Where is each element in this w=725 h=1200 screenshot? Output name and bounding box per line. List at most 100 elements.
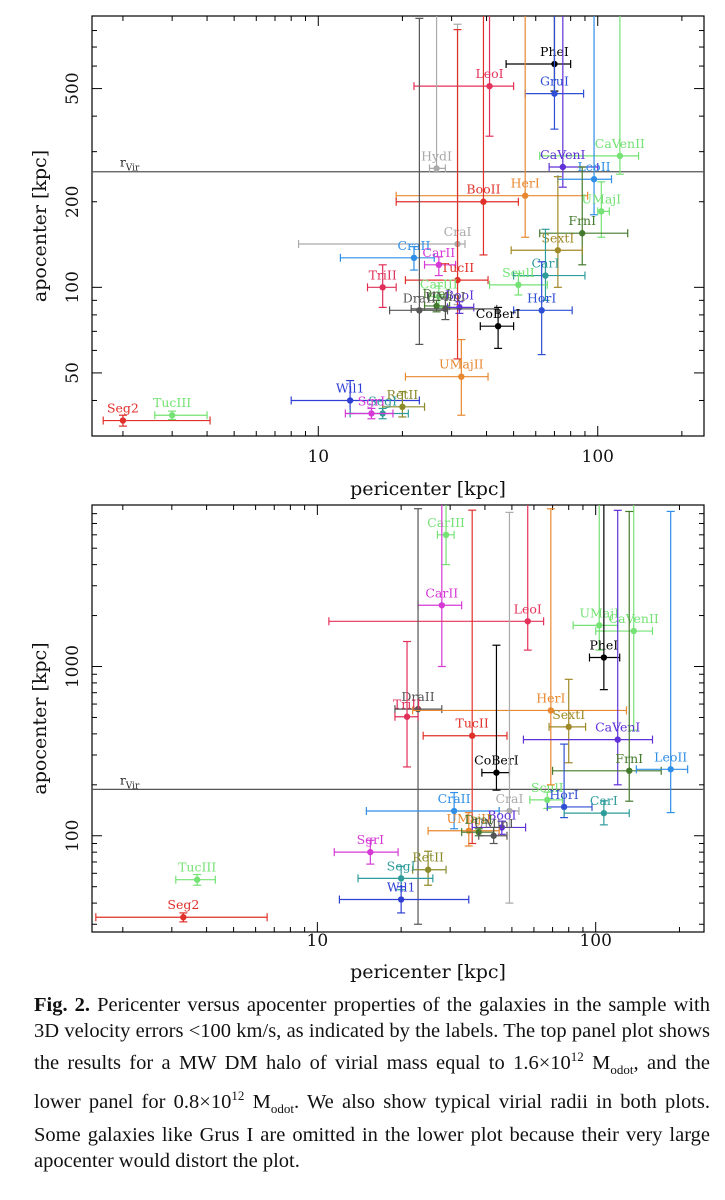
- galaxy-point-cari: CarI: [563, 793, 630, 826]
- data-point: [454, 276, 461, 284]
- x-tick-label: 100: [582, 447, 614, 467]
- point-label: LeoI: [475, 66, 503, 81]
- galaxy-point-heri: HerI: [412, 508, 628, 786]
- data-point: [399, 403, 406, 411]
- data-point: [579, 230, 586, 237]
- data-point: [433, 302, 440, 310]
- data-point: [397, 875, 405, 882]
- point-label: CaVenI: [595, 720, 640, 735]
- galaxy-point-sculi: SculI: [529, 780, 564, 810]
- x-axis-title: pericenter [kpc]: [350, 961, 506, 983]
- galaxy-point-umajii: UMajII: [427, 811, 500, 847]
- galaxy-point-caveni: CaVenI: [540, 16, 599, 188]
- galaxy-point-leoi: LeoI: [328, 505, 545, 651]
- virial-radius-label: rVir: [120, 156, 140, 174]
- data-point: [368, 410, 375, 417]
- point-label: UMajI: [582, 191, 622, 206]
- galaxy-point-triii: TriII: [393, 640, 421, 768]
- data-point: [596, 622, 603, 629]
- y-tick-label: 200: [63, 186, 83, 218]
- data-point: [180, 914, 187, 921]
- point-label: FrnI: [615, 751, 643, 766]
- caption-text: Pericenter versus apocenter properties o…: [34, 994, 710, 1172]
- plot-frame: [91, 15, 705, 437]
- galaxy-point-sgri: SgrI: [333, 832, 399, 865]
- point-label: SextI: [552, 707, 585, 722]
- point-label: CarIII: [420, 276, 458, 291]
- galaxy-point-sculi: SculI: [488, 265, 548, 296]
- galaxy-point-cari: CarI: [513, 228, 586, 301]
- point-label: CoBerI: [474, 753, 519, 768]
- point-label: DraI: [422, 286, 450, 301]
- data-point: [346, 397, 354, 404]
- galaxy-point-umini: UMinI: [410, 289, 498, 321]
- galaxy-point-hori: HorI: [513, 261, 573, 356]
- data-point: [600, 654, 608, 661]
- point-label: RetII: [412, 850, 444, 865]
- data-point: [403, 713, 411, 720]
- point-label: SextI: [541, 230, 574, 245]
- galaxy-point-craii: CraII: [339, 238, 435, 271]
- galaxy-point-phei: PheI: [588, 505, 621, 691]
- virial-radius-label: rVir: [120, 773, 140, 791]
- point-label: SegI: [368, 393, 397, 408]
- data-point: [554, 247, 562, 254]
- galaxy-point-coberi: CoBerI: [474, 644, 519, 791]
- y-tick-label: 500: [63, 72, 83, 104]
- galaxy-point-triii: TriII: [366, 264, 397, 308]
- y-tick-label: 100: [63, 271, 83, 303]
- point-label: HerI: [511, 176, 540, 191]
- point-label: UMinI: [425, 289, 465, 304]
- data-point: [490, 832, 497, 839]
- galaxy-point-umaji: UMajI: [572, 505, 619, 651]
- data-point: [524, 618, 531, 625]
- point-label: DraII: [403, 290, 436, 305]
- data-point: [538, 307, 545, 314]
- y-axis-title: apocenter [kpc]: [29, 642, 51, 794]
- galaxy-point-leoi: LeoI: [413, 16, 515, 137]
- y-tick-label: 1000: [63, 645, 83, 688]
- data-point: [544, 796, 551, 804]
- point-label: CaVenII: [595, 136, 645, 151]
- point-label: CaVenII: [609, 611, 659, 626]
- galaxy-point-sexti: SextI: [510, 176, 583, 288]
- point-label: CarIII: [427, 515, 465, 530]
- galaxy-point-tucii: TucII: [404, 29, 489, 360]
- top-panel: 10 100 50 100 200 500 pericenter [kpc] apocente…: [29, 15, 705, 500]
- data-point: [416, 307, 423, 314]
- point-label: SgrI: [358, 393, 386, 408]
- data-point: [600, 809, 608, 817]
- point-label: TriII: [393, 697, 421, 712]
- data-point: [542, 272, 549, 279]
- data-point: [614, 736, 621, 743]
- data-point: [515, 281, 522, 289]
- point-label: DraII: [401, 689, 434, 704]
- point-label: CraII: [438, 791, 471, 806]
- point-label: DraI: [465, 812, 493, 827]
- point-label: Wil1: [387, 880, 416, 895]
- galaxy-point-tuciii: TucIII: [175, 860, 216, 886]
- x-tick-label: 10: [307, 931, 329, 951]
- point-label: TriII: [369, 267, 397, 282]
- data-point: [442, 305, 449, 313]
- point-label: LeoI: [514, 601, 542, 616]
- data-point: [379, 284, 386, 291]
- data-point: [410, 254, 418, 262]
- point-label: SculI: [502, 265, 535, 280]
- galaxy-point-retii: RetII: [412, 850, 447, 886]
- data-point: [367, 848, 374, 856]
- point-label: UMinI: [474, 816, 514, 831]
- figure-caption: Fig. 2. Pericenter versus apocenter prop…: [34, 992, 710, 1174]
- galaxy-point-umaji: UMajI: [582, 181, 622, 238]
- data-point: [616, 152, 624, 160]
- point-label: HydI: [421, 148, 452, 163]
- x-axis-title: pericenter [kpc]: [350, 478, 506, 500]
- point-label: UMajI: [579, 605, 619, 620]
- data-point: [521, 192, 529, 199]
- galaxy-point-hori: HorI: [546, 743, 593, 819]
- data-point: [424, 866, 432, 873]
- x-tick-label: 100: [579, 931, 611, 951]
- data-point: [442, 531, 450, 539]
- point-label: HorI: [527, 290, 556, 305]
- data-point: [168, 412, 176, 419]
